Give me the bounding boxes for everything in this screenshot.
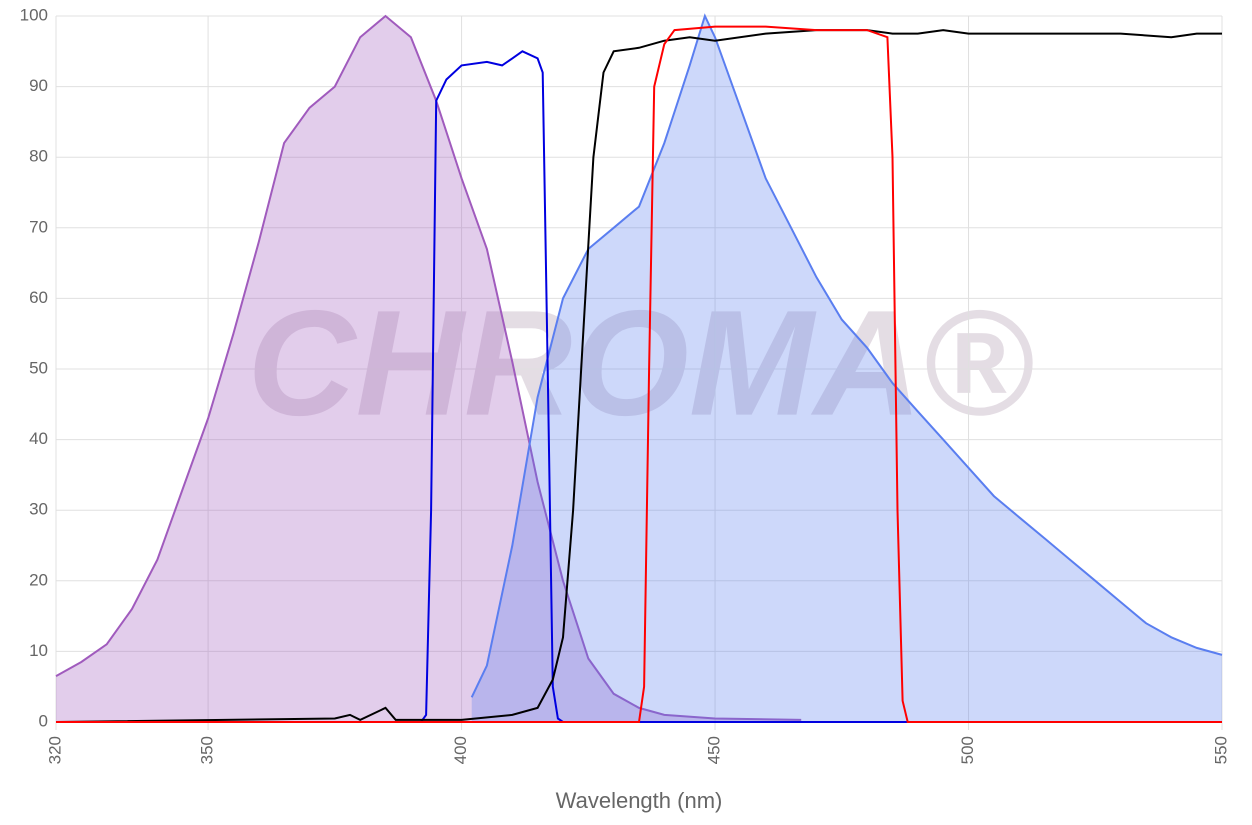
line bbox=[56, 50, 1222, 723]
y-tick-label: 100 bbox=[20, 5, 48, 24]
area bbox=[56, 16, 802, 722]
area bbox=[471, 16, 1222, 722]
y-tick-label: 70 bbox=[29, 217, 48, 236]
line bbox=[470, 13, 1223, 698]
y-tick-label: 80 bbox=[29, 147, 48, 166]
x-axis-label: Wavelength (nm) bbox=[556, 788, 723, 813]
y-tick-label: 50 bbox=[29, 358, 48, 377]
y-tick-label: 0 bbox=[39, 711, 48, 730]
x-tick-label: 450 bbox=[705, 736, 724, 764]
x-tick-label: 550 bbox=[1211, 736, 1230, 764]
y-tick-label: 40 bbox=[29, 429, 48, 448]
y-tick-label: 60 bbox=[29, 288, 48, 307]
watermark: CHROMA® bbox=[247, 279, 1033, 447]
x-tick-label: 500 bbox=[958, 736, 977, 764]
x-tick-label: 350 bbox=[198, 736, 217, 764]
y-tick-label: 20 bbox=[29, 570, 48, 589]
x-tick-label: 400 bbox=[451, 736, 470, 764]
line bbox=[55, 29, 1222, 723]
line bbox=[56, 25, 1222, 723]
y-tick-label: 90 bbox=[29, 76, 48, 95]
line bbox=[55, 14, 802, 721]
x-tick-label: 320 bbox=[45, 736, 64, 764]
y-tick-label: 30 bbox=[29, 500, 48, 519]
y-tick-label: 10 bbox=[29, 641, 48, 660]
